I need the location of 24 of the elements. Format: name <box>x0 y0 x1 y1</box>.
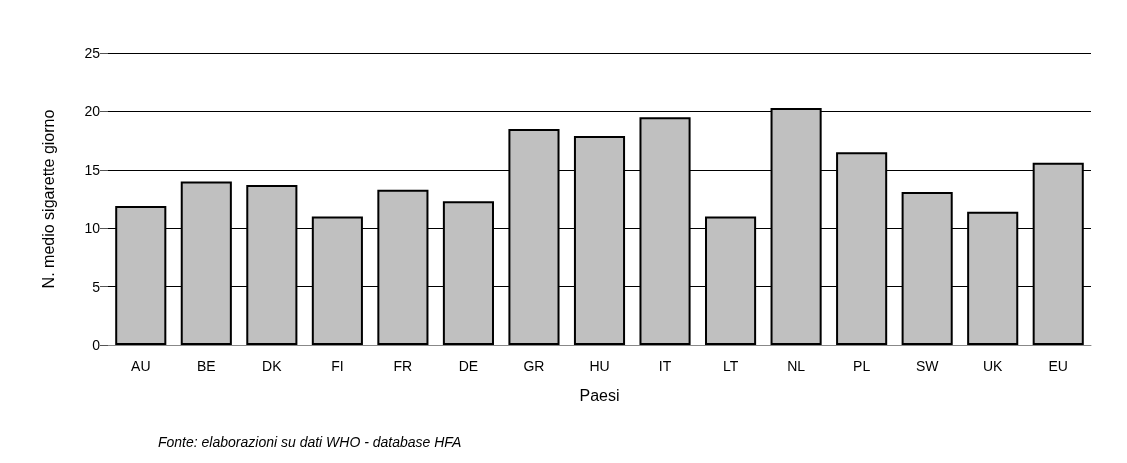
y-tick-label: 10 <box>84 220 101 237</box>
x-tick-label: BE <box>196 358 216 374</box>
y-tick-label: 0 <box>92 337 101 353</box>
source-note: Fonte: elaborazioni su dati WHO - database HFA <box>158 434 462 450</box>
x-tick-label: UK <box>982 358 1004 374</box>
y-tick-label: 20 <box>84 103 101 120</box>
x-tick-label: GR <box>523 358 545 374</box>
x-tick-label: FI <box>331 358 344 374</box>
y-tick-label: 25 <box>84 45 101 61</box>
y-tick-label: 15 <box>84 161 101 178</box>
x-tick-label: DE <box>458 358 479 374</box>
x-tick-label: NL <box>787 358 806 374</box>
y-axis-title: N. medio sigarette giorno <box>39 109 57 289</box>
x-tick-label: SW <box>915 358 940 374</box>
x-tick-label: PL <box>853 358 871 374</box>
x-tick-label: AU <box>131 358 151 374</box>
x-tick-label: IT <box>658 358 672 374</box>
x-tick-label: HU <box>589 358 610 374</box>
x-tick-label: EU <box>1048 358 1068 374</box>
x-tick-label: FR <box>393 358 413 374</box>
x-tick-label: DK <box>262 358 283 374</box>
y-tick-label: 5 <box>92 278 101 295</box>
x-axis-title: Paesi <box>579 386 620 404</box>
x-tick-label: LT <box>722 358 739 374</box>
